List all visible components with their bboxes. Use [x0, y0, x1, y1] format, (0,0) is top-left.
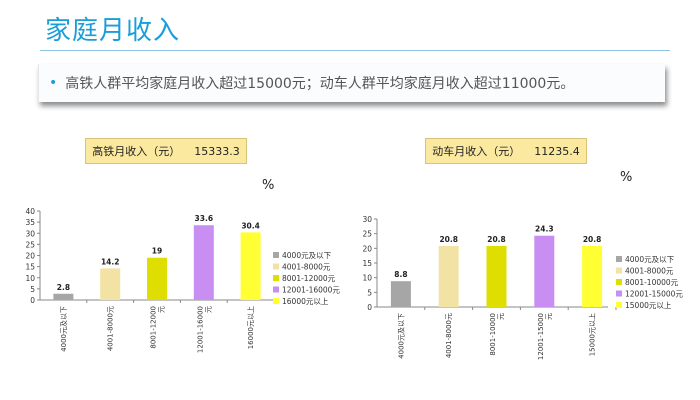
dongche-category-label-2: 4001-8000元	[445, 313, 453, 358]
dongche-legend-swatch-1	[616, 256, 622, 262]
gaotie-value-label-4: 33.6	[195, 214, 214, 223]
gaotie-category-label-line: 16000元以上	[246, 306, 255, 349]
summary-text: 高铁人群平均家庭月收入超过15000元；动车人群平均家庭月收入超过11000元。	[65, 76, 575, 92]
gaotie-category-label-line: 4000元及以下	[60, 306, 68, 352]
dongche-category-label-4: 12001-15000 元	[537, 313, 553, 360]
dongche-legend-swatch-4	[616, 290, 622, 297]
gaotie-y-tick-label: 0	[30, 296, 35, 305]
dongche-income-chart: 0 5 10 15 20 25 30 8.8 4000元及以下 20.8 4001-8000元 20.…	[362, 215, 683, 360]
dongche-category-label-line: 12001-15000	[537, 313, 545, 360]
gaotie-value-label-2: 14.2	[101, 257, 120, 266]
gaotie-category-label-1: 4000元及以下	[60, 306, 68, 352]
gaotie-bar-3	[147, 257, 167, 300]
dongche-y-tick-label: 5	[367, 288, 372, 297]
dongche-legend-label-4: 12001-15000元	[625, 290, 683, 299]
gaotie-legend-swatch-2	[273, 263, 279, 270]
dongche-category-label-1: 4000元及以下	[397, 313, 405, 359]
gaotie-y-tick-label: 35	[25, 218, 35, 227]
dongche-bar-4	[534, 235, 555, 307]
gaotie-category-label-line: 12001-16000	[196, 306, 204, 353]
gaotie-legend-label-4: 12001-16000元	[282, 286, 340, 295]
gaotie-legend-swatch-5	[273, 298, 279, 304]
dongche-legend-swatch-3	[616, 279, 622, 285]
gaotie-legend-swatch-3	[273, 275, 279, 281]
bullet-icon: •	[49, 75, 58, 91]
dongche-legend-swatch-2	[616, 267, 622, 274]
dongche-category-label-line: 元	[497, 313, 505, 320]
gaotie-legend-label-5: 16000元以上	[282, 297, 329, 306]
dongche-y-tick-label: 30	[362, 215, 372, 224]
dongche-bar-3	[486, 245, 507, 307]
title-divider	[40, 50, 670, 51]
gaotie-category-label-2: 4001-8000元	[107, 306, 115, 351]
dongche-category-label-line: 4001-8000元	[445, 313, 453, 358]
gaotie-y-tick-label: 20	[25, 252, 35, 261]
dongche-category-label-line: 元	[545, 313, 553, 320]
gaotie-y-tick-label: 40	[25, 207, 35, 216]
gaotie-unit-label: %	[262, 178, 275, 193]
gaotie-category-label-line: 4001-8000元	[107, 306, 115, 351]
dongche-value-label-3: 20.8	[487, 235, 506, 244]
gaotie-legend-label-3: 8001-12000元	[282, 274, 336, 283]
gaotie-category-label-line: 元	[204, 306, 212, 313]
dongche-unit-label: %	[620, 170, 633, 185]
dongche-y-tick-label: 20	[362, 244, 372, 253]
dongche-y-tick-label: 0	[367, 303, 372, 312]
gaotie-y-tick-label: 15	[25, 263, 35, 272]
gaotie-value-label-5: 30.4	[241, 221, 260, 230]
dongche-income-value: 11235.4	[534, 144, 580, 158]
dongche-category-label-line: 15000元以上	[588, 313, 597, 356]
dongche-y-tick-label: 15	[362, 259, 372, 268]
dongche-legend-swatch-5	[616, 302, 622, 308]
dongche-income-label-text: 动车月收入（元）	[432, 145, 521, 158]
dongche-value-label-4: 24.3	[535, 225, 554, 234]
summary-box: • 高铁人群平均家庭月收入超过15000元；动车人群平均家庭月收入超过11000…	[38, 64, 665, 102]
dongche-bar-2	[438, 245, 459, 307]
gaotie-legend-label-2: 4001-8000元	[282, 263, 331, 272]
dongche-value-label-1: 8.8	[394, 270, 407, 279]
dongche-legend-label-3: 8001-10000元	[625, 278, 679, 287]
gaotie-y-tick-label: 5	[30, 285, 35, 294]
dongche-bar-1	[390, 281, 411, 307]
page-title: 家庭月收入	[45, 16, 181, 46]
dongche-legend-label-2: 4001-8000元	[625, 267, 674, 276]
gaotie-legend-label-1: 4000元及以下	[282, 251, 332, 260]
dongche-value-label-5: 20.8	[583, 235, 602, 244]
gaotie-legend-swatch-4	[273, 286, 279, 293]
dongche-category-label-line: 4000元及以下	[397, 313, 405, 359]
dongche-y-tick-label: 25	[362, 230, 372, 239]
gaotie-bar-2	[100, 268, 121, 300]
gaotie-category-label-5: 16000元以上	[246, 306, 255, 349]
gaotie-income-label: 高铁月收入（元） 15333.3	[85, 138, 247, 164]
gaotie-bar-1	[53, 293, 74, 300]
dongche-category-label-5: 15000元以上	[588, 313, 597, 356]
dongche-legend-label-5: 15000元以上	[625, 301, 672, 310]
dongche-category-label-3: 8001-10000 元	[489, 313, 505, 356]
dongche-value-label-2: 20.8	[439, 235, 458, 244]
gaotie-y-tick-label: 30	[25, 229, 35, 238]
dongche-category-label-line: 8001-10000	[489, 313, 497, 356]
gaotie-category-label-line: 元	[158, 306, 166, 313]
gaotie-bar-4	[193, 225, 214, 300]
dongche-legend-label-1: 4000元及以下	[625, 255, 675, 264]
gaotie-y-tick-label: 10	[25, 274, 35, 283]
dongche-bar-5	[582, 245, 603, 307]
gaotie-category-label-3: 8001-12000 元	[150, 306, 166, 349]
dongche-y-tick-label: 10	[362, 274, 372, 283]
gaotie-income-label-text: 高铁月收入（元）	[92, 145, 181, 158]
gaotie-income-chart: 0 5 10 15 20 25 30 35 40 2.8 4000元及以下 14.2 4001-8000…	[25, 207, 340, 353]
gaotie-value-label-1: 2.8	[57, 283, 70, 292]
gaotie-category-label-line: 8001-12000	[150, 306, 158, 349]
gaotie-legend-swatch-1	[273, 252, 279, 258]
gaotie-y-tick-label: 25	[25, 240, 35, 249]
gaotie-category-label-4: 12001-16000 元	[196, 306, 212, 353]
gaotie-value-label-3: 19	[152, 247, 162, 256]
dongche-income-label: 动车月收入（元） 11235.4	[425, 138, 587, 164]
gaotie-income-value: 15333.3	[194, 144, 240, 158]
gaotie-bar-5	[240, 232, 261, 300]
